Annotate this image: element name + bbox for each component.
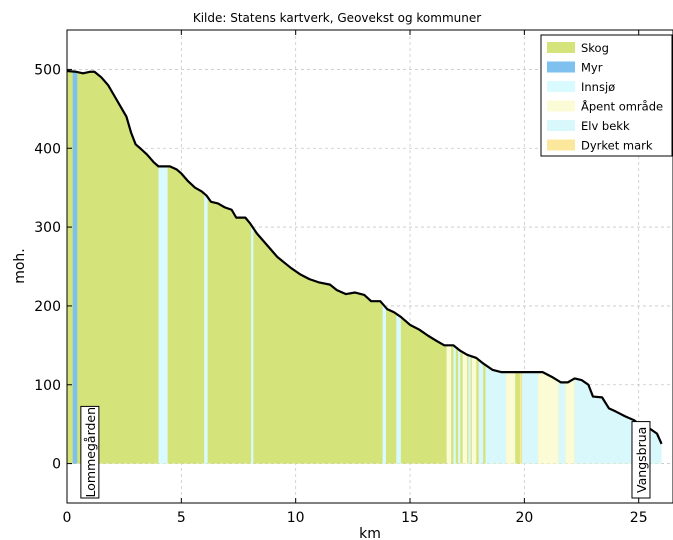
area-segment — [565, 378, 575, 464]
legend-swatch — [547, 81, 575, 92]
legend-label: Elv bekk — [581, 119, 630, 133]
x-tick-label: 0 — [63, 510, 72, 526]
area-segment — [471, 356, 477, 464]
area-segment — [204, 193, 208, 464]
place-annotation: Vangsbrua — [631, 421, 651, 499]
area-segment — [478, 359, 484, 464]
x-tick-label: 25 — [630, 510, 648, 526]
y-tick-label: 400 — [34, 141, 61, 157]
y-tick-label: 200 — [34, 299, 61, 315]
area-segment — [72, 71, 78, 464]
y-tick-label: 100 — [34, 378, 61, 394]
x-tick-label: 15 — [401, 510, 419, 526]
legend-label: Dyrket mark — [581, 139, 653, 153]
legend-swatch — [547, 61, 575, 73]
profile-line-group — [67, 69, 663, 445]
area-segment — [446, 345, 452, 464]
area-skog — [67, 70, 662, 464]
area-segment — [506, 372, 516, 464]
area-segment — [453, 345, 456, 464]
y-axis-label: moh. — [12, 248, 28, 284]
y-tick-label: 0 — [52, 457, 61, 473]
annotation-label: Vangsbrua — [634, 427, 649, 493]
legend-box — [540, 34, 673, 157]
legend-swatch — [547, 139, 575, 151]
area-segment — [519, 372, 522, 464]
annotation-label: Lommegården — [83, 407, 98, 498]
axes-frame — [66, 29, 673, 504]
y-tick-label: 500 — [34, 62, 61, 78]
chart-title: Kilde: Statens kartverk, Geovekst og kom… — [193, 11, 481, 25]
legend: Skog Myr Innsjø Åpent område Elv bekk Dyrket … — [540, 34, 673, 157]
axes: 0 5 10 15 20 25 0 100 200 300 400 500 — [34, 29, 673, 526]
legend-swatch — [547, 120, 575, 131]
area-segment — [396, 313, 401, 464]
area-segment — [522, 372, 539, 464]
area-segment — [462, 352, 468, 464]
legend-label: Innsjø — [581, 80, 615, 94]
area-segment — [251, 224, 254, 464]
y-tick-label: 300 — [34, 220, 61, 236]
legend-label: Myr — [581, 61, 603, 75]
legend-label: Åpent område — [581, 99, 663, 114]
legend-swatch — [547, 100, 575, 112]
x-axis-label: km — [359, 526, 381, 540]
legend-swatch — [547, 42, 575, 53]
elevation-profile-line — [67, 69, 663, 445]
area-segment — [485, 365, 507, 464]
legend-label: Skog — [581, 41, 609, 55]
area-segment — [382, 303, 387, 464]
area-segment — [158, 166, 168, 464]
area-segment — [468, 355, 471, 464]
x-tick-label: 20 — [515, 510, 533, 526]
x-tick-label: 5 — [177, 510, 186, 526]
annotations: Lommegården Vangsbrua — [80, 405, 651, 499]
area-segment — [538, 372, 559, 464]
x-tick-label: 10 — [287, 510, 305, 526]
place-annotation: Lommegården — [80, 405, 100, 499]
area-segment — [558, 381, 566, 464]
area-segment — [458, 349, 461, 464]
annotation-box — [631, 421, 651, 499]
annotation-box — [80, 405, 100, 499]
